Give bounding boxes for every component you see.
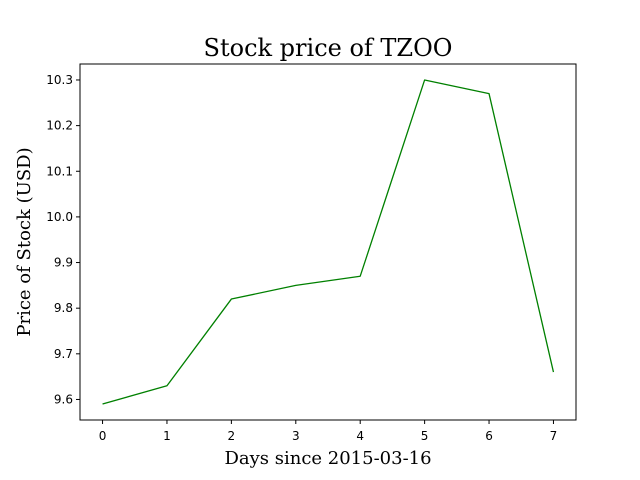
chart-title: Stock price of TZOO [204, 34, 453, 62]
x-tick-label: 7 [550, 429, 558, 443]
x-axis-label: Days since 2015-03-16 [224, 448, 431, 469]
y-tick-label: 9.6 [54, 392, 73, 406]
x-tick-label: 1 [163, 429, 171, 443]
y-tick-label: 10.0 [46, 210, 73, 224]
y-tick-label: 9.7 [54, 347, 73, 361]
y-tick-label: 9.8 [54, 301, 73, 315]
x-tick-label: 2 [228, 429, 236, 443]
y-tick-label: 10.3 [46, 73, 73, 87]
x-tick-label: 3 [292, 429, 300, 443]
x-tick-label: 6 [485, 429, 493, 443]
plot-frame [79, 63, 577, 421]
y-axis: 9.6 9.7 9.8 9.9 10.0 10.1 10.2 10.3 [46, 73, 80, 406]
y-tick-label: 10.2 [46, 119, 73, 133]
y-tick-label: 10.1 [46, 164, 73, 178]
x-tick-label: 0 [99, 429, 107, 443]
y-tick-label: 9.9 [54, 256, 73, 270]
x-tick-label: 5 [421, 429, 429, 443]
series-layer [102, 79, 555, 405]
x-axis: 0 1 2 3 4 5 6 7 [99, 420, 558, 443]
x-tick-label: 4 [356, 429, 364, 443]
y-axis-label: Price of Stock (USD) [14, 147, 35, 336]
price-series-line [102, 79, 555, 405]
